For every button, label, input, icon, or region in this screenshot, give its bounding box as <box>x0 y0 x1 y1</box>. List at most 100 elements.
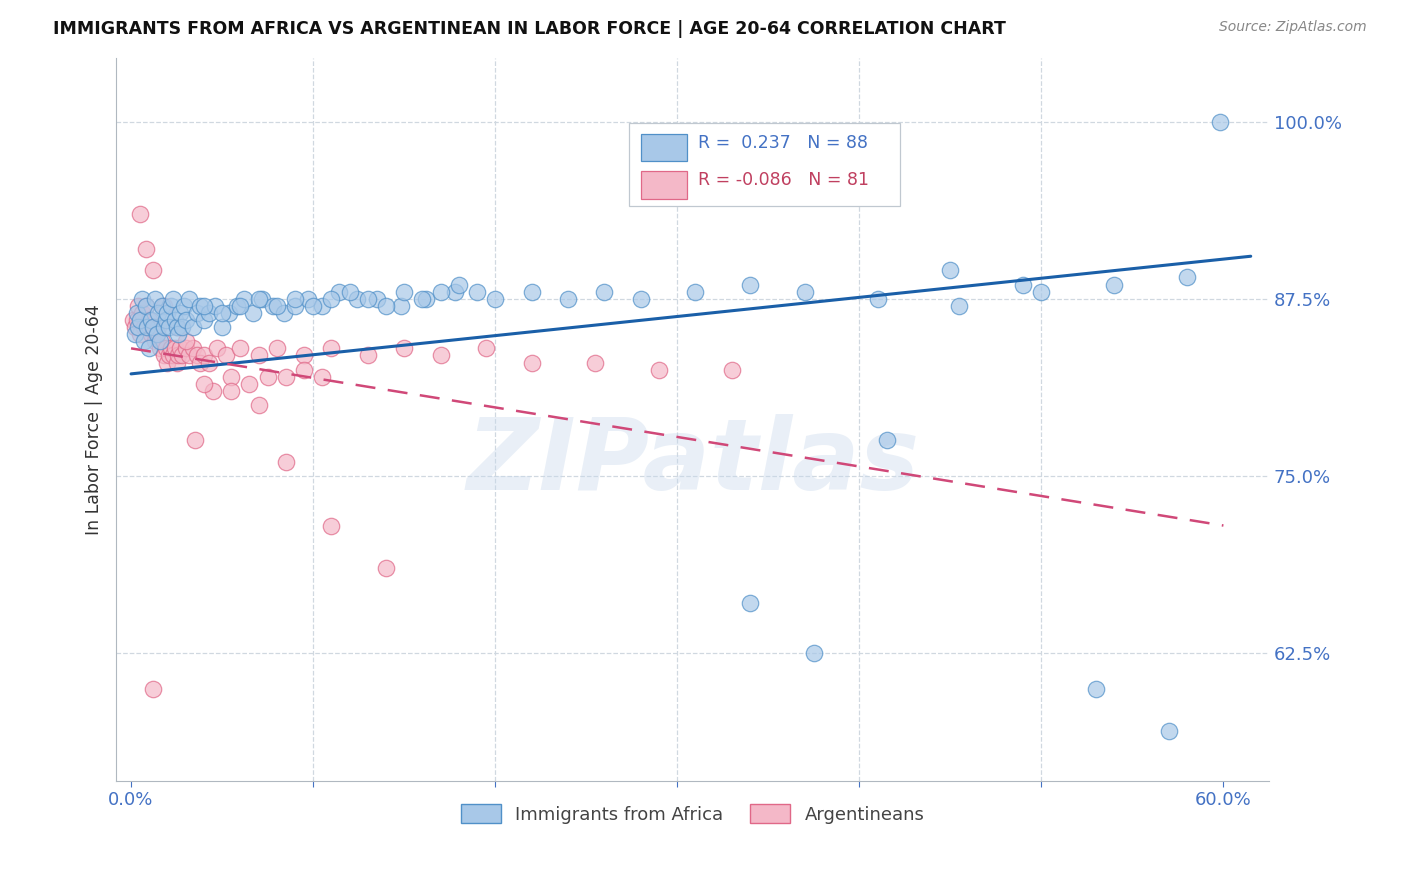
Point <box>939 263 962 277</box>
Point <box>211 320 233 334</box>
Point <box>166 320 188 334</box>
Text: Source: ZipAtlas.com: Source: ZipAtlas.com <box>1219 20 1367 34</box>
Point <box>1102 277 1125 292</box>
Point <box>139 313 162 327</box>
Point <box>392 342 415 356</box>
Point <box>170 320 193 334</box>
Point <box>163 342 186 356</box>
Point <box>229 299 252 313</box>
Point <box>321 342 343 356</box>
Point <box>174 313 197 327</box>
Point <box>1175 270 1198 285</box>
Point <box>948 299 970 313</box>
Point <box>135 242 157 256</box>
Point <box>321 292 343 306</box>
Point <box>274 455 297 469</box>
Point <box>292 348 315 362</box>
Point <box>156 306 179 320</box>
Point <box>292 362 315 376</box>
Point <box>593 285 616 299</box>
Point <box>188 355 211 369</box>
Point <box>198 355 221 369</box>
Point <box>215 348 238 362</box>
Point <box>193 376 215 391</box>
Point <box>520 285 543 299</box>
Point <box>297 292 319 306</box>
Point <box>256 369 278 384</box>
Point <box>129 313 152 327</box>
Point <box>229 342 252 356</box>
Point <box>181 320 204 334</box>
Point <box>135 299 157 313</box>
Point <box>201 384 224 398</box>
Point <box>167 327 190 342</box>
Point <box>266 299 288 313</box>
Point <box>1084 681 1107 696</box>
Point <box>429 348 451 362</box>
Point <box>738 277 761 292</box>
Point <box>1157 724 1180 739</box>
Point <box>232 292 254 306</box>
Point <box>247 398 270 412</box>
Point <box>167 348 190 362</box>
Point <box>153 320 176 334</box>
Point <box>153 299 176 313</box>
Point <box>793 285 815 299</box>
Point <box>148 320 170 334</box>
Point <box>148 306 170 320</box>
Point <box>205 342 228 356</box>
Point <box>1209 114 1232 128</box>
Point <box>1012 277 1035 292</box>
Point <box>174 334 197 349</box>
Point <box>124 320 146 334</box>
Point <box>163 313 186 327</box>
Point <box>155 342 177 356</box>
Point <box>193 299 215 313</box>
Point <box>184 434 207 448</box>
Point <box>131 306 153 320</box>
Point <box>630 292 652 306</box>
Point <box>174 342 197 356</box>
Point <box>583 355 606 369</box>
Point <box>124 327 146 342</box>
Point <box>1031 285 1053 299</box>
Point <box>366 292 388 306</box>
Point <box>193 348 215 362</box>
Point <box>219 384 242 398</box>
Point <box>157 320 180 334</box>
Point <box>311 369 333 384</box>
Point <box>284 299 307 313</box>
Y-axis label: In Labor Force | Age 20-64: In Labor Force | Age 20-64 <box>86 304 103 534</box>
Point <box>145 327 167 342</box>
Point <box>186 306 208 320</box>
Text: R =  0.237   N = 88: R = 0.237 N = 88 <box>699 134 869 152</box>
Point <box>374 561 396 575</box>
Point <box>198 306 221 320</box>
Point <box>465 285 488 299</box>
Point <box>484 292 506 306</box>
Point <box>204 299 226 313</box>
Point <box>392 285 415 299</box>
Point <box>685 285 707 299</box>
Point <box>122 313 145 327</box>
Point <box>139 327 162 342</box>
Point <box>142 263 165 277</box>
Point <box>247 348 270 362</box>
Point <box>162 292 184 306</box>
Point <box>188 299 211 313</box>
Point <box>321 518 343 533</box>
Point <box>132 334 155 349</box>
Point <box>162 348 184 362</box>
Point <box>179 348 201 362</box>
Bar <box>641 134 688 161</box>
Point <box>262 299 284 313</box>
Point <box>242 306 264 320</box>
Point <box>328 285 350 299</box>
Point <box>129 207 152 221</box>
Point <box>238 376 260 391</box>
Point <box>136 320 159 334</box>
Point <box>311 299 333 313</box>
Text: ZIPatlas: ZIPatlas <box>467 414 920 511</box>
Text: IMMIGRANTS FROM AFRICA VS ARGENTINEAN IN LABOR FORCE | AGE 20-64 CORRELATION CHA: IMMIGRANTS FROM AFRICA VS ARGENTINEAN IN… <box>53 20 1007 37</box>
Point <box>142 681 165 696</box>
